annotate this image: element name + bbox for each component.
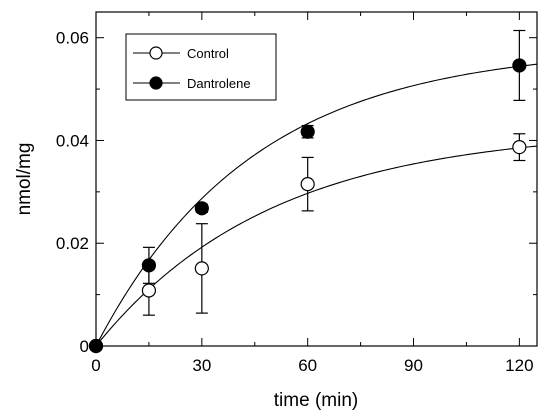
data-point-dantrolene <box>512 58 527 73</box>
legend-label-control: Control <box>187 46 229 61</box>
data-point-control <box>141 283 157 298</box>
x-tick-label: 120 <box>505 356 533 375</box>
x-tick-label: 30 <box>192 356 211 375</box>
y-axis-title: nmol/mg <box>14 143 35 216</box>
tick-marks: 0 30 60 90 120 0 0.02 0.04 0.06 <box>56 12 537 375</box>
data-point-dantrolene <box>194 201 209 216</box>
y-tick-label: 0.04 <box>56 131 89 150</box>
plot-frame <box>95 11 538 347</box>
legend-marker-control <box>149 46 163 60</box>
legend-label-dantrolene: Dantrolene <box>187 76 251 91</box>
legend: Control Dantrolene <box>125 33 277 101</box>
x-axis-title: time (min) <box>274 390 358 411</box>
data-series <box>88 29 538 354</box>
data-point-dantrolene <box>141 258 157 273</box>
legend-box <box>125 33 277 101</box>
fit-curve-dantrolene <box>95 63 538 347</box>
data-point-control <box>512 140 527 155</box>
y-tick-label: 0 <box>80 337 89 356</box>
x-tick-label: 60 <box>298 356 317 375</box>
data-point-control <box>300 177 315 192</box>
y-tick-label: 0.06 <box>56 29 89 48</box>
x-tick-label: 90 <box>404 356 423 375</box>
axes <box>95 11 538 347</box>
legend-marker-dantrolene <box>149 76 163 90</box>
y-tick-label: 0.02 <box>56 234 89 253</box>
data-point-control <box>194 261 209 276</box>
x-tick-label: 0 <box>91 356 100 375</box>
fit-curve-control <box>95 145 538 347</box>
data-point-dantrolene <box>88 338 104 354</box>
data-point-dantrolene <box>300 124 315 139</box>
